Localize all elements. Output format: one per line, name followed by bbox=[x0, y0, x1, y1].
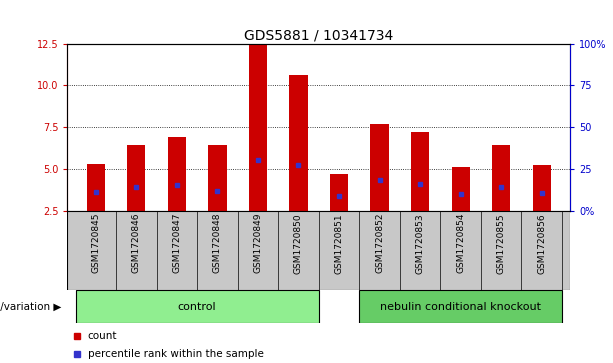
Text: GSM1720854: GSM1720854 bbox=[456, 213, 465, 273]
Bar bbox=[359, 290, 562, 323]
Text: GSM1720849: GSM1720849 bbox=[253, 213, 262, 273]
Text: GSM1720847: GSM1720847 bbox=[172, 213, 181, 273]
Text: GSM1720856: GSM1720856 bbox=[537, 213, 546, 274]
Bar bbox=[208, 146, 227, 211]
Text: control: control bbox=[178, 302, 216, 312]
Bar bbox=[411, 132, 429, 211]
Text: GSM1720851: GSM1720851 bbox=[335, 213, 343, 274]
Bar bbox=[452, 167, 470, 211]
Text: percentile rank within the sample: percentile rank within the sample bbox=[88, 349, 264, 359]
Bar bbox=[168, 137, 186, 211]
Text: count: count bbox=[88, 331, 117, 341]
Text: GSM1720855: GSM1720855 bbox=[497, 213, 506, 274]
Bar bbox=[75, 290, 319, 323]
Text: GSM1720853: GSM1720853 bbox=[416, 213, 425, 274]
Text: GSM1720850: GSM1720850 bbox=[294, 213, 303, 274]
Text: nebulin conditional knockout: nebulin conditional knockout bbox=[380, 302, 541, 312]
Bar bbox=[370, 124, 389, 211]
Text: GSM1720846: GSM1720846 bbox=[132, 213, 141, 273]
Bar bbox=[330, 174, 348, 211]
Text: genotype/variation ▶: genotype/variation ▶ bbox=[0, 302, 61, 312]
Bar bbox=[289, 75, 308, 211]
Text: GSM1720845: GSM1720845 bbox=[91, 213, 101, 273]
Bar bbox=[492, 146, 510, 211]
Bar bbox=[533, 166, 551, 211]
Text: GSM1720852: GSM1720852 bbox=[375, 213, 384, 273]
Bar bbox=[128, 146, 145, 211]
Bar bbox=[86, 164, 105, 211]
Text: GSM1720848: GSM1720848 bbox=[213, 213, 222, 273]
Bar bbox=[249, 45, 267, 211]
Title: GDS5881 / 10341734: GDS5881 / 10341734 bbox=[244, 28, 394, 42]
